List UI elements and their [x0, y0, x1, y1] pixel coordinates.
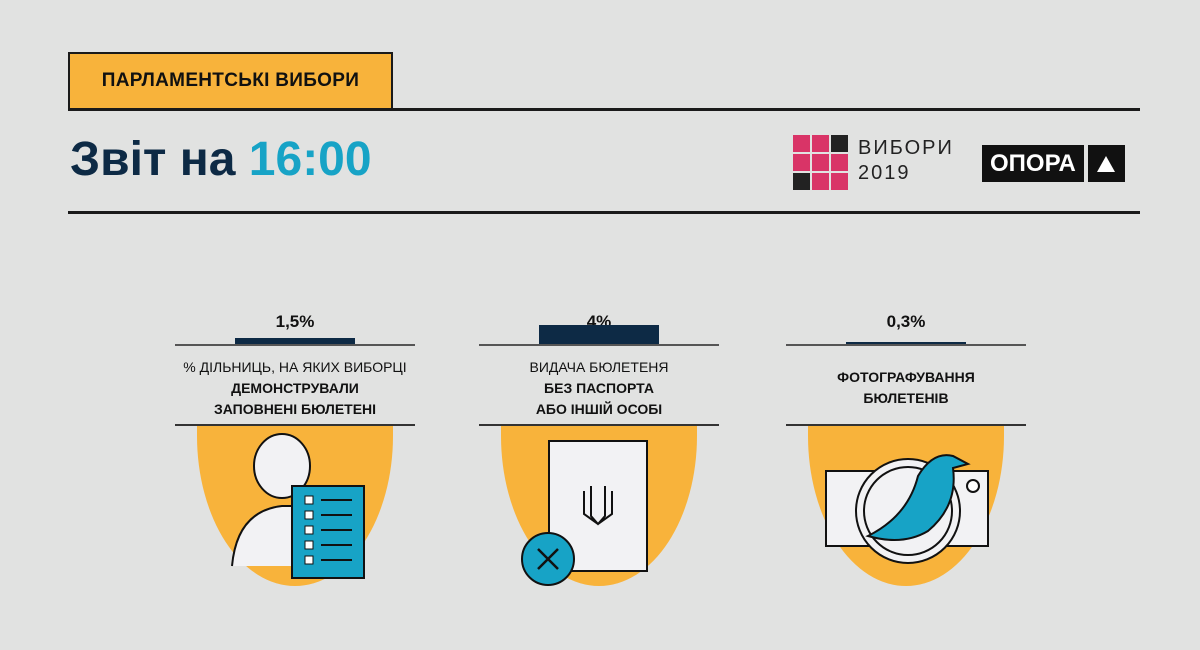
passport-cross-icon — [501, 426, 697, 586]
category-label: ВИДАЧА БЮЛЕТЕНЯ БЕЗ ПАСПОРТА АБО ІНШІЙ ОСО… — [529, 359, 669, 417]
divider — [479, 424, 719, 426]
baseline — [786, 344, 1026, 346]
page-title: Звіт на 16:00 — [70, 132, 372, 187]
vybory-logo-icon — [793, 135, 848, 190]
value-label: 1,5% — [275, 312, 315, 331]
camera-bird-icon — [808, 426, 1004, 586]
divider — [175, 424, 415, 426]
triangle-icon — [1087, 145, 1125, 182]
divider — [68, 108, 1140, 111]
category-label: ФОТОГРАФУВАННЯ БЮЛЕТЕНІВ — [837, 369, 975, 406]
vybory-logo-text: ВИБОРИ 2019 — [858, 137, 954, 184]
opora-logo: ОПОРА — [982, 145, 1125, 182]
title-time: 16:00 — [248, 133, 372, 186]
election-tag: ПАРЛАМЕНТСЬКІ ВИБОРИ — [68, 52, 393, 110]
baseline — [175, 344, 415, 346]
bar — [539, 325, 659, 345]
voter-ballot-icon — [197, 426, 393, 586]
value-label: 0,3% — [886, 312, 926, 331]
divider — [786, 424, 1026, 426]
baseline — [479, 344, 719, 346]
divider — [68, 211, 1140, 214]
title-prefix: Звіт на — [70, 133, 236, 186]
bar — [235, 337, 355, 345]
category-label: % ДІЛЬНИЦЬ, НА ЯКИХ ВИБОРЦІ ДЕМОНСТРУВАЛИ… — [183, 359, 407, 417]
bar — [846, 342, 966, 345]
